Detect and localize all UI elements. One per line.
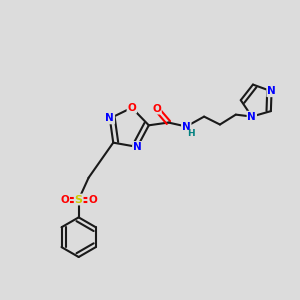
Text: N: N (106, 113, 114, 123)
Text: H: H (188, 129, 195, 138)
Text: O: O (88, 194, 97, 205)
Text: S: S (75, 194, 83, 205)
Text: N: N (267, 86, 276, 96)
Text: O: O (60, 194, 69, 205)
Text: O: O (128, 103, 136, 113)
Text: N: N (133, 142, 142, 152)
Text: N: N (182, 122, 190, 131)
Text: O: O (152, 104, 161, 114)
Text: N: N (248, 112, 256, 122)
